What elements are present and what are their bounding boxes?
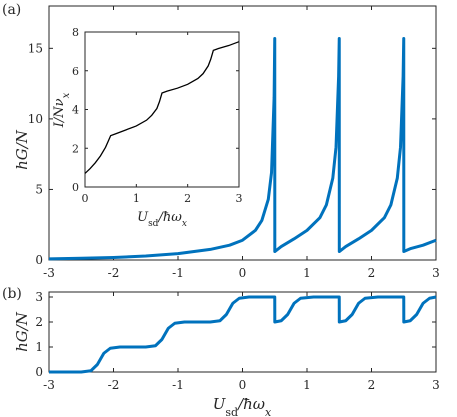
panel-a-xtick-label: 1 <box>303 266 311 280</box>
panel-a-ytick-label: 5 <box>35 182 43 196</box>
panel-b-series-line <box>49 295 437 374</box>
panel-b-xtick-label: 2 <box>368 378 376 392</box>
inset-ytick-label: 8 <box>72 26 79 39</box>
panel-b-ytick-label: 1 <box>35 340 43 354</box>
panel-a: (a) hG/N -3 -2 -1 0 1 2 3 0 5 10 15 0 1 2 3 0 2 4 6 8 I/Nν… <box>2 2 440 280</box>
panel-a-xtick-label: -1 <box>172 266 184 280</box>
inset-ytick-label: 4 <box>72 104 79 117</box>
inset-ylabel: I/Nνx <box>52 92 72 128</box>
panel-b-xtick-label: 3 <box>432 378 440 392</box>
panel-a-series-line <box>48 36 437 261</box>
inset-xtick-label: 0 <box>82 192 89 205</box>
inset-ytick-label: 6 <box>72 65 79 78</box>
inset-xlabel: Usd/ħωx <box>137 210 187 229</box>
panel-a-ytick-label: 10 <box>28 112 43 126</box>
panel-a-xtick-label: 0 <box>239 266 247 280</box>
panel-b: (b) hG/N -3 -2 -1 0 1 2 3 0 1 2 3 Usd/ħωx <box>2 286 440 417</box>
panel-b-xtick-label: -3 <box>43 378 55 392</box>
panel-a-ytick-label: 15 <box>28 41 43 55</box>
panel-a-label: (a) <box>2 2 21 18</box>
inset-series-line <box>84 41 240 174</box>
panel-a-xtick-label: 2 <box>368 266 376 280</box>
panel-b-label: (b) <box>2 286 22 302</box>
panel-b-ylabel: hG/N <box>13 311 31 352</box>
inset-xtick-label: 1 <box>133 192 140 205</box>
panel-a-ytick-label: 0 <box>35 253 43 267</box>
panel-b-xtick-label: -2 <box>108 378 120 392</box>
panel-b-ytick-label: 2 <box>35 315 43 329</box>
panel-b-axes <box>48 291 437 373</box>
panel-b-xlabel: Usd/ħωx <box>213 395 272 417</box>
panel-a-ylabel: hG/N <box>13 129 31 170</box>
inset: 0 1 2 3 0 2 4 6 8 I/Nνx Usd/ħωx <box>52 26 243 229</box>
inset-xtick-label: 2 <box>184 192 191 205</box>
panel-a-xtick-label: 3 <box>432 266 440 280</box>
inset-xtick-label: 3 <box>236 192 243 205</box>
inset-ytick-label: 2 <box>72 142 79 155</box>
panel-b-ytick-label: 0 <box>35 365 43 379</box>
panel-b-xtick-label: 0 <box>239 378 247 392</box>
panel-b-xtick-label: 1 <box>303 378 311 392</box>
inset-ytick-label: 0 <box>72 181 79 194</box>
panel-a-xtick-label: -2 <box>108 266 120 280</box>
panel-b-ytick-label: 3 <box>35 290 43 304</box>
panel-a-xtick-label: -3 <box>43 266 55 280</box>
panel-b-xtick-label: -1 <box>172 378 184 392</box>
